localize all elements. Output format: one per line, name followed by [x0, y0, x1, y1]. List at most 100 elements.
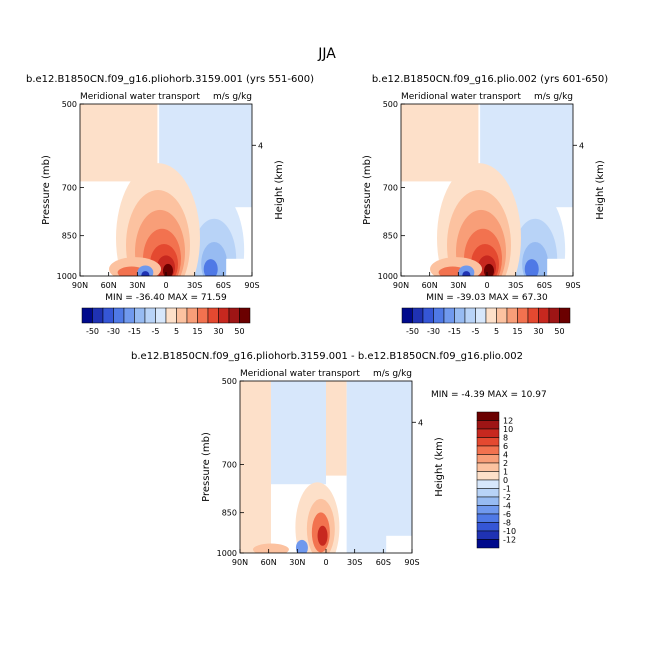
- x-tick-label: 90S: [244, 281, 259, 290]
- colorbar-label: 15: [192, 327, 202, 336]
- panel-3: b.e12.B1850CN.f09_g16.pliohorb.3159.001 …: [131, 351, 547, 567]
- colorbar-box: [476, 462, 500, 472]
- y-tick-label: 500: [383, 100, 398, 109]
- colorbar-box: [165, 307, 177, 324]
- missing-data-mask: [386, 535, 412, 553]
- y-tick-label: 1000: [217, 549, 237, 558]
- colorbar-box: [476, 496, 500, 506]
- colorbar-box: [239, 307, 251, 324]
- colorbar-box: [476, 513, 500, 523]
- colorbar-box: [538, 307, 550, 324]
- x-tick-label: 30N: [289, 558, 305, 567]
- colorbar-label: 8: [503, 434, 508, 443]
- contour-negative: [141, 271, 150, 276]
- x-tick-label: 30N: [129, 281, 145, 290]
- x-tick-label: 90S: [565, 281, 580, 290]
- colorbar-label: -2: [503, 493, 511, 502]
- y-axis-label: Pressure (mb): [41, 155, 52, 225]
- right-tick-label: 4: [418, 418, 423, 427]
- colorbar-box: [476, 479, 500, 489]
- panel-1: b.e12.B1850CN.f09_g16.pliohorb.3159.001 …: [26, 74, 314, 303]
- colorbar-label: 15: [512, 327, 522, 336]
- region-sh-negative: [346, 381, 412, 553]
- x-tick-label: 90N: [393, 281, 409, 290]
- panel-subtitle-right: m/s g/kg: [213, 92, 252, 102]
- x-tick-label: 60S: [376, 558, 391, 567]
- colorbar-box: [476, 411, 500, 421]
- colorbar-label: -5: [472, 327, 480, 336]
- y-axis-label-right: Height (km): [595, 160, 606, 220]
- contour-field: [80, 104, 252, 276]
- y-tick-label: 500: [222, 377, 237, 386]
- x-tick-label: 60S: [216, 281, 231, 290]
- colorbar-box: [186, 307, 198, 324]
- contour-field: [240, 381, 412, 553]
- missing-data-mask: [547, 258, 573, 276]
- panel-2: b.e12.B1850CN.f09_g16.plio.002 (yrs 601-…: [362, 74, 608, 303]
- colorbar-label: -1: [503, 485, 511, 494]
- contour-positive: [163, 263, 173, 276]
- region-negative: [270, 381, 326, 485]
- x-tick-label: 0: [323, 558, 328, 567]
- contour-positive: [317, 525, 328, 546]
- colorbar-box: [527, 307, 539, 324]
- colorbar-label: 12: [503, 417, 513, 426]
- x-tick-label: 60S: [537, 281, 552, 290]
- y-tick-label: 500: [62, 100, 77, 109]
- colorbar-box: [506, 307, 518, 324]
- y-tick-label: 700: [62, 183, 77, 192]
- x-tick-label: 30S: [347, 558, 362, 567]
- colorbar-label: 30: [533, 327, 543, 336]
- panel-subtitle-left: Meridional water transport: [401, 92, 521, 102]
- colorbar-label: 30: [213, 327, 223, 336]
- x-tick-label: 90S: [404, 558, 419, 567]
- x-tick-label: 90N: [232, 558, 248, 567]
- colorbar-box: [422, 307, 434, 324]
- colorbar-box: [443, 307, 455, 324]
- colorbar-box: [144, 307, 156, 324]
- panel-title: b.e12.B1850CN.f09_g16.pliohorb.3159.001 …: [26, 74, 314, 85]
- colorbar-box: [476, 445, 500, 455]
- y-tick-label: 700: [222, 460, 237, 469]
- colorbar-box: [433, 307, 445, 324]
- colorbar-box: [81, 307, 93, 324]
- y-axis-label-right: Height (km): [274, 160, 285, 220]
- colorbar-box: [197, 307, 209, 324]
- colorbar-panel-1: -50 -30 -15 -5 5 15 30 50: [81, 307, 251, 336]
- colorbar-label: -12: [503, 536, 516, 545]
- colorbar-box: [218, 307, 230, 324]
- colorbar-box: [412, 307, 424, 324]
- x-tick-label: 30N: [450, 281, 466, 290]
- colorbar-box: [228, 307, 240, 324]
- x-tick-label: 60N: [101, 281, 117, 290]
- colorbar-label: 2: [503, 459, 508, 468]
- contour-positive: [252, 543, 289, 553]
- contour-negative: [295, 539, 308, 553]
- minmax-label: MIN = -36.40 MAX = 71.59: [105, 293, 227, 303]
- colorbar-box: [476, 420, 500, 430]
- colorbar-label: -30: [427, 327, 440, 336]
- missing-data-mask: [226, 258, 252, 276]
- colorbar-box: [476, 488, 500, 498]
- contour-positive: [484, 263, 494, 276]
- colorbar-box: [476, 437, 500, 447]
- colorbar-label: -5: [152, 327, 160, 336]
- x-tick-label: 60N: [422, 281, 438, 290]
- y-axis-label: Pressure (mb): [362, 155, 373, 225]
- minmax-label: MIN = -39.03 MAX = 67.30: [426, 293, 548, 303]
- y-tick-label: 850: [383, 232, 398, 241]
- y-tick-label: 1000: [378, 272, 398, 281]
- x-tick-label: 30S: [508, 281, 523, 290]
- x-tick-label: 30S: [187, 281, 202, 290]
- colorbar-box: [155, 307, 167, 324]
- x-tick-label: 0: [163, 281, 168, 290]
- y-tick-label: 850: [62, 232, 77, 241]
- y-tick-label: 1000: [57, 272, 77, 281]
- contour-negative: [462, 271, 471, 276]
- colorbar-box: [476, 539, 500, 549]
- y-axis-label: Pressure (mb): [201, 432, 212, 502]
- colorbar-box: [475, 307, 487, 324]
- colorbar-panel-2: -50 -30 -15 -5 5 15 30 50: [401, 307, 571, 336]
